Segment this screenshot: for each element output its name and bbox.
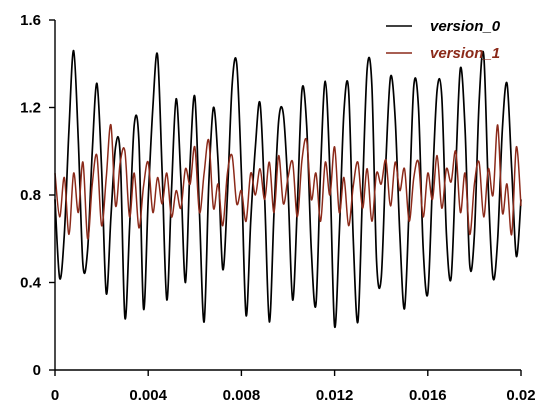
y-tick-label: 0 — [33, 362, 41, 379]
x-tick-label: 0.008 — [223, 387, 261, 404]
y-tick-label: 1.6 — [20, 12, 41, 29]
series-line-version-1 — [54, 124, 522, 240]
y-tick-label: 0.8 — [20, 187, 41, 204]
x-tick-label: 0.016 — [409, 387, 447, 404]
chart-legend: version_0 version_1 — [386, 18, 501, 62]
legend-label-version-1: version_1 — [430, 45, 500, 62]
x-axis-ticks: 0 0.004 0.008 0.012 0.016 0.02 — [51, 370, 536, 404]
x-tick-label: 0 — [51, 387, 59, 404]
y-tick-label: 0.4 — [20, 275, 42, 292]
y-axis-ticks: 0 0.4 0.8 1.2 1.6 — [20, 12, 55, 379]
x-tick-label: 0.02 — [506, 387, 535, 404]
x-tick-label: 0.004 — [129, 387, 167, 404]
plot-lines — [54, 49, 522, 329]
x-tick-label: 0.012 — [316, 387, 354, 404]
legend-label-version-0: version_0 — [430, 18, 501, 35]
series-line-version-0 — [54, 49, 522, 329]
y-tick-label: 1.2 — [20, 100, 41, 117]
